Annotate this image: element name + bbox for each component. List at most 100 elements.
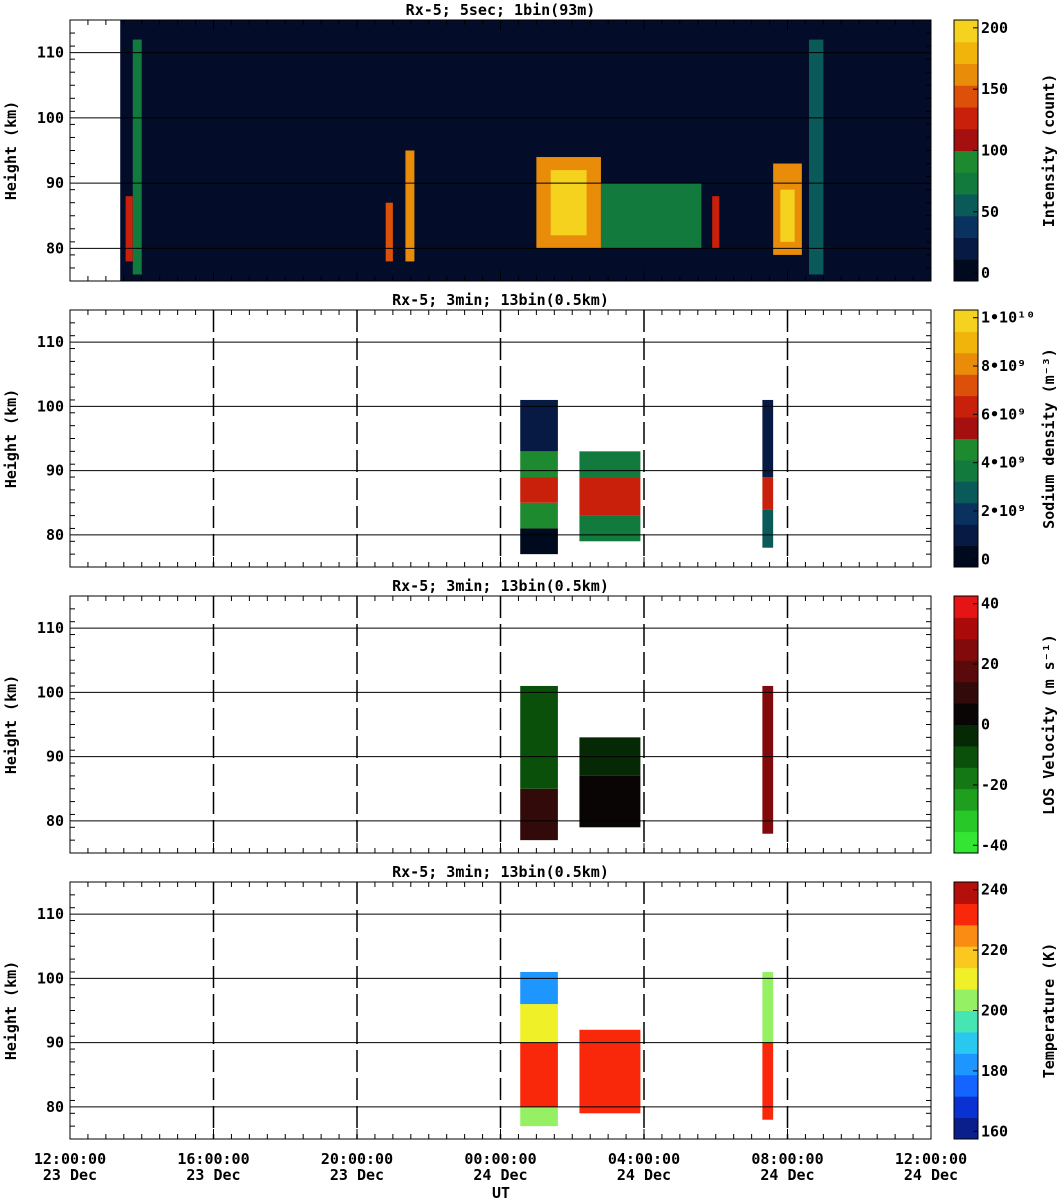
colorbar-segment bbox=[954, 596, 978, 618]
data-cell bbox=[600, 183, 702, 249]
colorbar-segment bbox=[954, 374, 978, 397]
x-tick-label-time: 20:00:00 bbox=[321, 1150, 393, 1168]
colorbar-segment bbox=[954, 20, 978, 43]
data-cell bbox=[762, 477, 774, 510]
panel-title: Rx-5; 3min; 13bin(0.5km) bbox=[392, 291, 609, 309]
colorbar-tick-label: 4•10⁹ bbox=[981, 454, 1026, 472]
y-tick-label: 90 bbox=[46, 748, 64, 766]
colorbar-segment bbox=[954, 660, 978, 683]
data-cell bbox=[579, 515, 641, 542]
y-axis-label: Height (km) bbox=[2, 961, 20, 1060]
colorbar-segment bbox=[954, 417, 978, 439]
colorbar-segment bbox=[954, 1053, 978, 1076]
data-cell bbox=[712, 196, 720, 249]
data-cell bbox=[520, 1106, 558, 1127]
colorbar-segment bbox=[954, 395, 978, 418]
colorbar-segment bbox=[954, 237, 978, 260]
colorbar: 0 50 100 150 200 Intensity (count) bbox=[953, 19, 1058, 282]
colorbar: 0 2•10⁹ 4•10⁹ 6•10⁹ 8•10⁹ 1•10¹⁰ Sodium densit… bbox=[953, 309, 1058, 568]
x-tick-label-time: 00:00:00 bbox=[464, 1150, 536, 1168]
colorbar-segment bbox=[954, 617, 978, 640]
x-tick-label-time: 04:00:00 bbox=[608, 1150, 680, 1168]
data-cell bbox=[520, 1042, 558, 1107]
data-cell bbox=[579, 477, 641, 516]
colorbar-segment bbox=[954, 215, 978, 238]
data-cell bbox=[809, 39, 824, 275]
colorbar-tick-label: 1•10¹⁰ bbox=[981, 309, 1035, 327]
colorbar-segment bbox=[954, 85, 978, 108]
colorbar-segment bbox=[954, 638, 978, 661]
colorbar-segment bbox=[954, 259, 978, 282]
colorbar-segment bbox=[954, 128, 978, 151]
colorbar-segment bbox=[954, 1117, 978, 1140]
colorbar-segment bbox=[954, 41, 978, 64]
panel-title: Rx-5; 5sec; 1bin(93m) bbox=[406, 1, 596, 19]
y-tick-label: 80 bbox=[46, 812, 64, 830]
x-tick-label-time: 12:00:00 bbox=[34, 1150, 106, 1168]
y-tick-label: 100 bbox=[37, 109, 64, 127]
panel-2: 80 90 100 110 Height (km) Rx-5; 3min; 13bin(0… bbox=[2, 291, 1058, 568]
y-tick-label: 80 bbox=[46, 526, 64, 544]
data-cell bbox=[520, 451, 558, 478]
colorbar-segment bbox=[954, 882, 978, 904]
colorbar-segment bbox=[954, 459, 978, 482]
colorbar-segment bbox=[954, 194, 978, 217]
data-cell bbox=[520, 528, 558, 555]
colorbar-label: Temperature (K) bbox=[1040, 943, 1058, 1078]
colorbar-frame bbox=[953, 309, 979, 568]
colorbar-tick-label: -20 bbox=[981, 776, 1008, 794]
colorbar-segment bbox=[954, 545, 978, 568]
y-tick-label: 80 bbox=[46, 239, 64, 257]
colorbar-segment bbox=[954, 502, 978, 525]
colorbar-tick-label: 40 bbox=[981, 595, 999, 613]
colorbar-segment bbox=[954, 1074, 978, 1097]
colorbar-tick-label: 200 bbox=[981, 1002, 1008, 1020]
colorbar-segment bbox=[954, 107, 978, 130]
colorbar-segment bbox=[954, 703, 978, 725]
colorbar-segment bbox=[954, 172, 978, 195]
colorbar-segment bbox=[954, 438, 978, 461]
colorbar-tick-label: 0 bbox=[981, 716, 990, 734]
y-tick-label: 90 bbox=[46, 174, 64, 192]
y-tick-label: 90 bbox=[46, 462, 64, 480]
data-cell bbox=[762, 399, 774, 478]
data-cell bbox=[125, 196, 133, 262]
y-axis-label: Height (km) bbox=[2, 389, 20, 488]
panel-1: 80 90 100 110 Height (km) Rx-5; 5sec; 1bin(93… bbox=[2, 1, 1058, 282]
x-tick-label-date: 23 Dec bbox=[186, 1166, 240, 1184]
y-axis-label: Height (km) bbox=[2, 101, 20, 200]
data-cell bbox=[405, 150, 415, 262]
colorbar-segment bbox=[954, 767, 978, 790]
data-cell bbox=[520, 788, 558, 841]
x-tick-label-date: 23 Dec bbox=[43, 1166, 97, 1184]
data-cell bbox=[762, 1042, 774, 1120]
colorbar-tick-label: 2•10⁹ bbox=[981, 502, 1026, 520]
x-tick-label-date: 24 Dec bbox=[904, 1166, 958, 1184]
colorbar-segment bbox=[954, 1031, 978, 1054]
data-cell bbox=[520, 477, 558, 503]
colorbar-segment bbox=[954, 903, 978, 926]
colorbar-segment bbox=[954, 352, 978, 375]
panel-title: Rx-5; 3min; 13bin(0.5km) bbox=[392, 863, 609, 881]
y-tick-label: 100 bbox=[37, 397, 64, 415]
colorbar-tick-label: 220 bbox=[981, 941, 1008, 959]
x-tick-label-date: 24 Dec bbox=[473, 1166, 527, 1184]
data-cell bbox=[520, 685, 558, 789]
x-tick-label-date: 24 Dec bbox=[760, 1166, 814, 1184]
colorbar-segment bbox=[954, 924, 978, 947]
colorbar-tick-label: 200 bbox=[981, 19, 1008, 37]
x-tick-label-date: 23 Dec bbox=[330, 1166, 384, 1184]
x-tick-label-date: 24 Dec bbox=[617, 1166, 671, 1184]
x-tick-label-time: 16:00:00 bbox=[177, 1150, 249, 1168]
colorbar-segment bbox=[954, 481, 978, 504]
x-tick-label-time: 08:00:00 bbox=[751, 1150, 823, 1168]
data-cell bbox=[550, 170, 587, 236]
panel-4: 80 90 100 110 Height (km) Rx-5; 3min; 13bin(0… bbox=[2, 863, 1058, 1140]
y-tick-label: 100 bbox=[37, 683, 64, 701]
colorbar-tick-label: 0 bbox=[981, 264, 990, 282]
colorbar-tick-label: 50 bbox=[981, 203, 999, 221]
colorbar-tick-label: 150 bbox=[981, 80, 1008, 98]
data-cell bbox=[520, 1004, 558, 1043]
colorbar-segment bbox=[954, 310, 978, 332]
